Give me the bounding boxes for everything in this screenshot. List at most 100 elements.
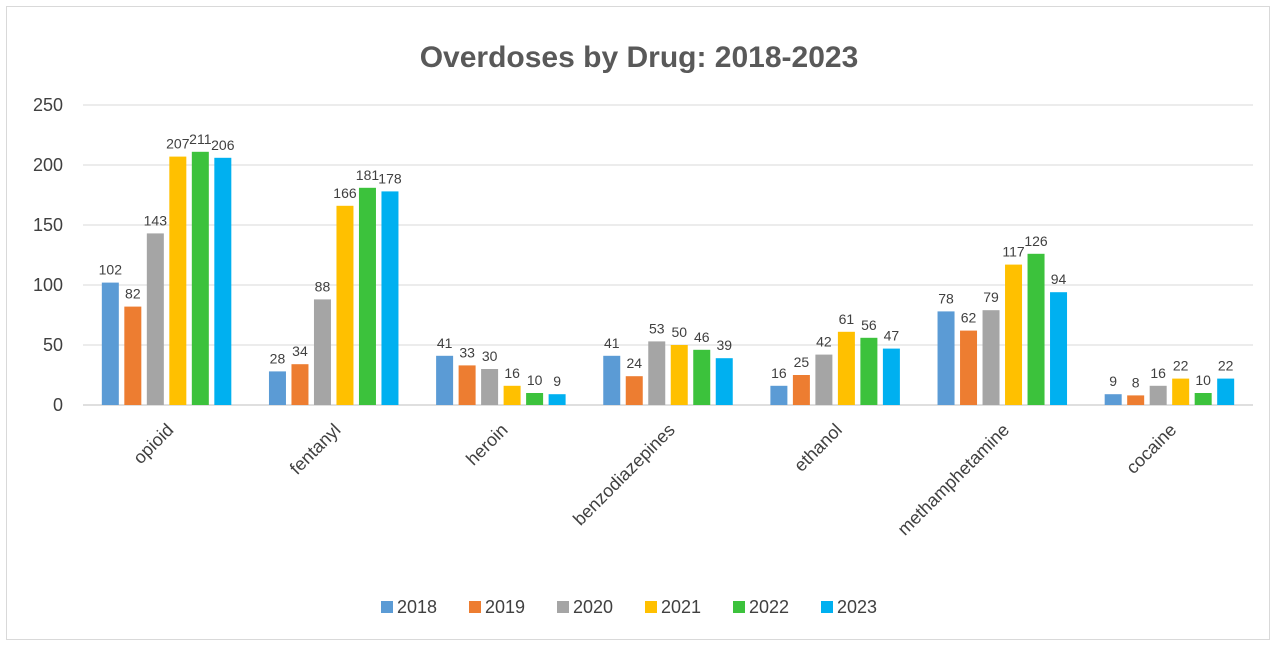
category-label: opioid (129, 420, 177, 468)
data-label: 42 (816, 334, 832, 350)
bar-heroin-2021 (503, 385, 521, 405)
bar-benzodiazepines-2023 (715, 358, 733, 405)
data-label: 94 (1051, 271, 1067, 287)
legend-swatch (821, 601, 833, 613)
data-label: 9 (553, 373, 561, 389)
gridlines (83, 104, 1253, 406)
data-label: 102 (99, 262, 123, 278)
bar-benzodiazepines-2019 (625, 376, 643, 405)
legend-item: 2023 (821, 597, 877, 617)
data-label: 34 (292, 343, 308, 359)
bar-methamphetamine-2018 (937, 311, 955, 405)
bar-fentanyl-2018 (268, 371, 286, 405)
data-label: 181 (356, 167, 380, 183)
y-tick-label: 0 (53, 395, 63, 415)
data-label: 78 (938, 290, 954, 306)
bar-fentanyl-2019 (291, 364, 309, 405)
bar-methamphetamine-2019 (960, 330, 978, 405)
bar-benzodiazepines-2022 (693, 349, 711, 405)
bar-opioid-2022 (191, 151, 209, 405)
y-tick-label: 200 (33, 155, 63, 175)
bar-cocaine-2019 (1127, 395, 1145, 405)
legend-label: 2022 (749, 597, 789, 617)
category-label: methamphetamine (894, 420, 1014, 540)
legend-label: 2019 (485, 597, 525, 617)
bar-heroin-2020 (481, 369, 499, 405)
chart-title: Overdoses by Drug: 2018-2023 (420, 41, 859, 74)
bar-fentanyl-2020 (313, 299, 331, 405)
data-label: 39 (716, 337, 732, 353)
y-tick-label: 100 (33, 275, 63, 295)
bar-opioid-2020 (146, 233, 164, 405)
bar-ethanol-2022 (860, 337, 878, 405)
data-label: 16 (1150, 365, 1166, 381)
data-label: 25 (794, 354, 810, 370)
category-label: benzodiazepines (569, 420, 679, 530)
category-label: fentanyl (286, 420, 345, 479)
bar-benzodiazepines-2020 (648, 341, 666, 405)
legend-item: 2020 (557, 597, 613, 617)
category-label: heroin (462, 420, 512, 470)
data-label: 30 (482, 348, 498, 364)
bar-ethanol-2021 (837, 331, 855, 405)
data-label: 207 (166, 136, 190, 152)
data-label: 16 (771, 365, 787, 381)
bar-opioid-2023 (214, 157, 232, 405)
y-axis-ticks: 0 50 100 150 200 250 (33, 95, 63, 415)
bars (101, 151, 1235, 405)
bar-cocaine-2022 (1194, 393, 1212, 405)
data-label: 88 (315, 278, 331, 294)
data-label: 211 (189, 131, 212, 147)
data-label: 9 (1109, 373, 1117, 389)
legend: 2018 2019 2020 2021 2022 2023 (381, 597, 877, 617)
legend-swatch (733, 601, 745, 613)
data-label: 166 (333, 185, 357, 201)
bar-cocaine-2018 (1104, 394, 1122, 405)
bar-benzodiazepines-2021 (670, 345, 688, 405)
bar-heroin-2023 (548, 394, 566, 405)
data-label: 24 (626, 355, 642, 371)
bar-heroin-2018 (436, 355, 454, 405)
data-label: 126 (1024, 233, 1048, 249)
bar-benzodiazepines-2018 (603, 355, 621, 405)
data-label: 47 (884, 328, 900, 344)
legend-item: 2022 (733, 597, 789, 617)
data-label: 10 (527, 372, 543, 388)
bar-ethanol-2020 (815, 354, 833, 405)
legend-label: 2018 (397, 597, 437, 617)
y-tick-label: 50 (43, 335, 63, 355)
category-label: ethanol (790, 420, 846, 476)
y-tick-label: 150 (33, 215, 63, 235)
bar-ethanol-2019 (792, 375, 810, 405)
legend-swatch (557, 601, 569, 613)
data-label: 206 (211, 137, 235, 153)
bar-heroin-2019 (458, 365, 476, 405)
bar-methamphetamine-2022 (1027, 253, 1045, 405)
data-label: 16 (504, 365, 520, 381)
data-label: 33 (459, 344, 475, 360)
legend-swatch (469, 601, 481, 613)
bar-methamphetamine-2020 (982, 310, 1000, 405)
data-label: 61 (839, 311, 855, 327)
data-label: 8 (1132, 374, 1140, 390)
chart-svg: Overdoses by Drug: 2018-2023 0 50 100 150 20… (33, 41, 1253, 617)
legend-swatch (381, 601, 393, 613)
bar-methamphetamine-2023 (1050, 292, 1068, 405)
bar-cocaine-2020 (1149, 385, 1167, 405)
data-label: 143 (144, 212, 168, 228)
data-label: 41 (437, 335, 453, 351)
legend-item: 2019 (469, 597, 525, 617)
chart-area: Overdoses by Drug: 2018-2023 0 50 100 150 20… (6, 6, 1270, 640)
legend-label: 2020 (573, 597, 613, 617)
data-label: 117 (1002, 244, 1025, 260)
data-label: 22 (1218, 358, 1234, 374)
data-label: 28 (270, 350, 286, 366)
bar-fentanyl-2023 (381, 191, 399, 405)
x-axis-categories: opioid fentanyl heroin benzodiazepines ethan… (129, 420, 1180, 540)
data-label: 79 (983, 289, 999, 305)
bar-heroin-2022 (526, 393, 544, 405)
category-label: cocaine (1122, 420, 1180, 478)
bar-opioid-2019 (124, 306, 142, 405)
legend-swatch (645, 601, 657, 613)
